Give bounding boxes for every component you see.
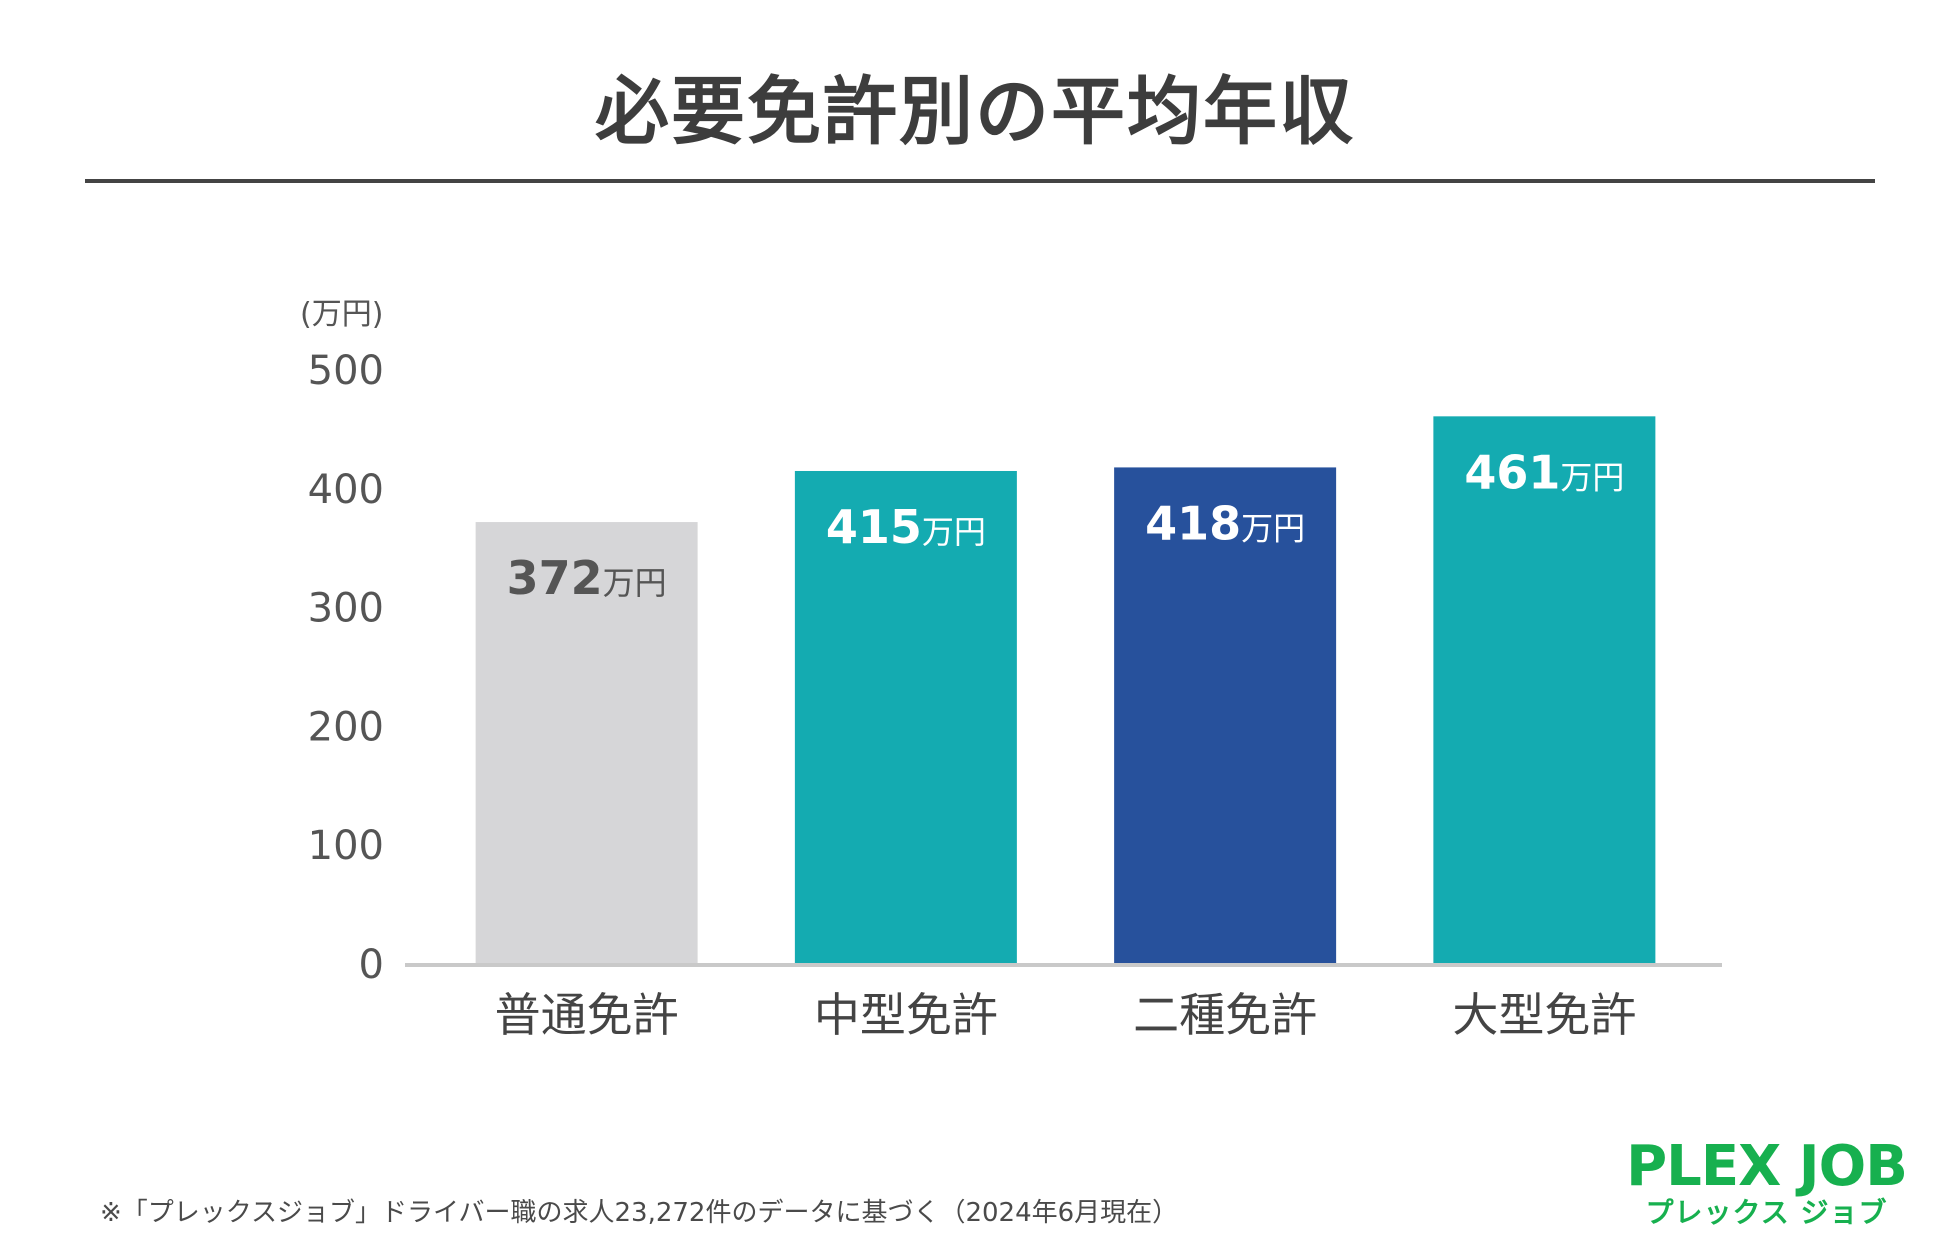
data-label: 461万円 (1464, 445, 1624, 499)
data-label: 415万円 (826, 500, 986, 554)
bar (475, 522, 698, 964)
y-axis-label: (万円) (300, 297, 383, 332)
bar (1114, 467, 1337, 964)
data-label: 418万円 (1145, 496, 1305, 550)
y-tick-label: 400 (308, 467, 384, 513)
plex-job-logo: PLEX JOB プレックス ジョブ (1624, 1138, 1909, 1230)
x-tick-label: 二種免許 (1133, 988, 1317, 1042)
x-tick-label: 大型免許 (1452, 988, 1636, 1042)
bar (794, 470, 1017, 964)
chart-title: 必要免許別の平均年収 (595, 69, 1355, 155)
title-divider (85, 179, 1875, 183)
bar (1433, 416, 1656, 964)
logo-text: PLEX JOB (1626, 1134, 1908, 1199)
y-tick-label: 0 (359, 942, 384, 988)
footnote: ※「プレックスジョブ」ドライバー職の求人23,272件のデータに基づく（2024… (100, 1198, 1179, 1228)
y-tick-label: 200 (308, 704, 384, 750)
data-label: 372万円 (507, 551, 667, 605)
y-tick-label: 300 (308, 586, 384, 632)
y-tick-label: 500 (308, 348, 384, 394)
x-tick-label: 中型免許 (814, 988, 998, 1042)
x-tick-label: 普通免許 (495, 988, 679, 1042)
logo-subtext: プレックス ジョブ (1645, 1196, 1888, 1229)
y-tick-label: 100 (308, 823, 384, 869)
